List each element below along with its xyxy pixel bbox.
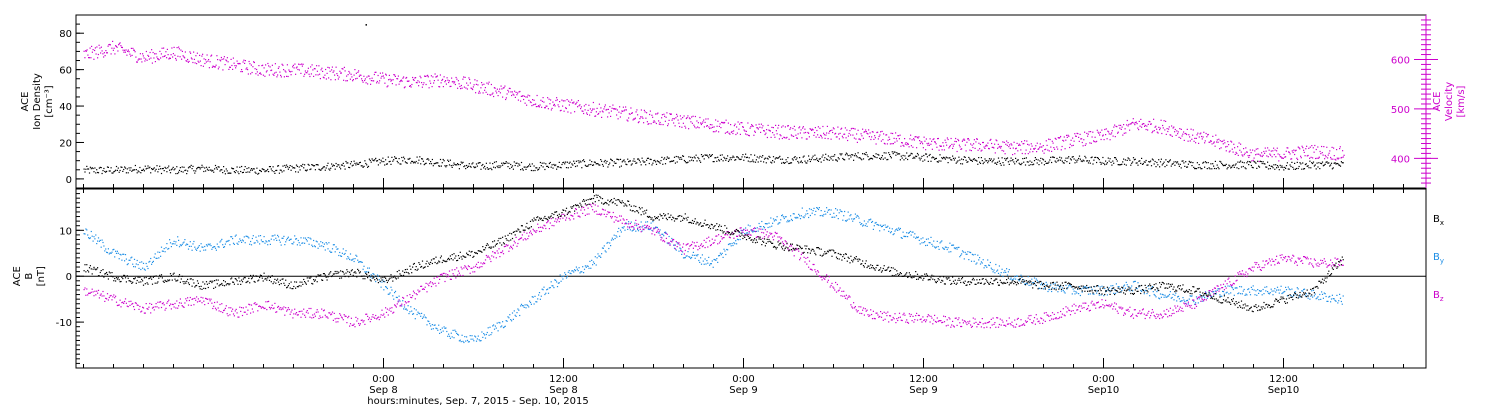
b-tick-label: -10	[56, 318, 72, 329]
legend-subscript: z	[1440, 295, 1444, 303]
velocity-tick-label: 400	[1391, 154, 1410, 165]
density-series	[83, 151, 1344, 175]
x-tick-time-label: 12:00	[909, 374, 938, 385]
velocity-tick-label: 500	[1391, 105, 1410, 116]
velocity-axis-title-line: ACE	[1432, 92, 1443, 112]
b-axis-title-line: B	[24, 273, 35, 280]
b-tick-label: 10	[59, 226, 72, 237]
density-tick-label: 20	[59, 138, 72, 149]
density-tick-label: 0	[66, 175, 72, 186]
x-tick-date-label: Sep10	[1268, 385, 1300, 396]
x-tick-time-label: 12:00	[549, 374, 578, 385]
x-tick-date-label: Sep10	[1088, 385, 1120, 396]
x-tick-date-label: Sep 9	[909, 385, 937, 396]
b-tick-label: 0	[66, 272, 72, 283]
density-tick-label: 60	[59, 66, 72, 77]
density-axis-title-line: ACE	[20, 92, 31, 112]
b-axis-title-line: [nT]	[36, 266, 47, 286]
density-outlier	[365, 24, 367, 26]
density-tick-label: 80	[59, 29, 72, 40]
legend-base: B	[1433, 290, 1440, 301]
velocity-series	[83, 40, 1345, 163]
legend-by: By	[1433, 252, 1444, 265]
x-tick-date-label: Sep 8	[369, 385, 397, 396]
bz-series	[83, 203, 1344, 329]
density-axis-title: ACEIon Density[cm⁻³]	[20, 73, 55, 130]
x-tick-time-label: 12:00	[1269, 374, 1298, 385]
legend-bz: Bz	[1433, 290, 1444, 303]
legend-base: B	[1433, 252, 1440, 263]
x-tick-date-label: Sep 9	[729, 385, 757, 396]
top-panel-frame	[75, 14, 1427, 189]
b-axis-title: ACEB[nT]	[12, 266, 47, 286]
legend-subscript: y	[1440, 257, 1444, 265]
velocity-axis-title-line: [km/s]	[1456, 85, 1467, 117]
velocity-axis-title-line: Velocity	[1444, 82, 1455, 121]
x-tick-time-label: 0:00	[1092, 374, 1114, 385]
x-tick-time-label: 0:00	[732, 374, 754, 385]
x-tick-time-label: 0:00	[372, 374, 394, 385]
bottom-panel-frame	[75, 188, 1427, 369]
x-tick-date-label: Sep 8	[549, 385, 577, 396]
by-series	[83, 207, 1344, 344]
velocity-tick-label: 600	[1391, 55, 1410, 66]
bx-series	[83, 194, 1344, 313]
velocity-axis-title: ACEVelocity[km/s]	[1432, 82, 1467, 121]
x-axis-label: hours:minutes, Sep. 7, 2015 - Sep. 10, 2…	[367, 396, 588, 407]
legend-subscript: x	[1440, 219, 1444, 227]
b-axis-title-line: ACE	[12, 266, 23, 286]
density-axis-title-line: [cm⁻³]	[44, 85, 55, 117]
legend-bx: Bx	[1433, 214, 1444, 227]
density-axis-title-line: Ion Density	[32, 73, 43, 130]
legend-base: B	[1433, 214, 1440, 225]
density-tick-label: 40	[59, 102, 72, 113]
